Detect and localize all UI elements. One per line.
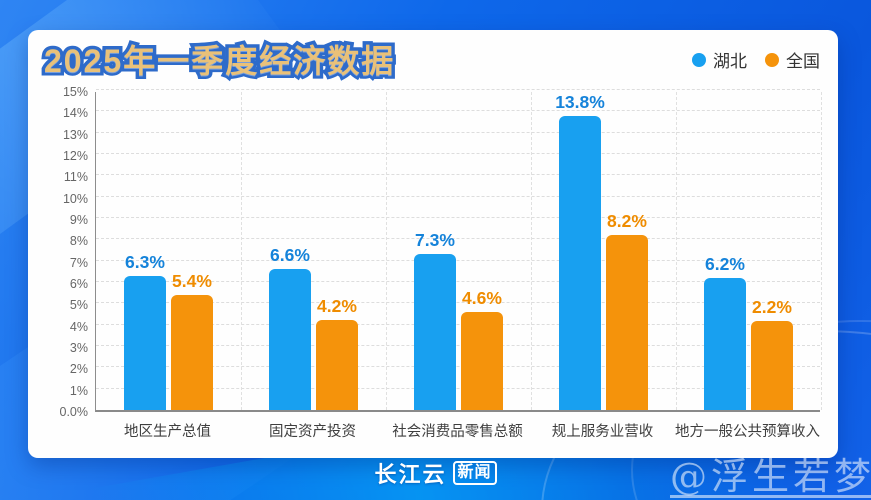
bar-national <box>316 320 358 410</box>
legend-label: 湖北 <box>713 52 747 71</box>
bar-group: 6.2% 2.2% <box>676 92 821 410</box>
y-tick-label: 2% <box>69 362 88 377</box>
footer-logo-badge: 新闻 <box>452 461 497 485</box>
bar-hubei <box>124 275 166 410</box>
gridline-horizontal <box>96 174 820 176</box>
plot-area: 0.0% 1% 2% 3% 4% 5% 6% 7% 8% 9% 10% 11% 12% 13% 14% 15%… <box>60 85 822 419</box>
gridline-horizontal <box>96 89 820 90</box>
gridline-horizontal <box>96 238 820 240</box>
gridline-vertical <box>531 92 532 410</box>
legend-dot-icon <box>692 52 706 67</box>
bar-value-label-hubei: 6.6% <box>270 245 310 266</box>
bar-value-label-hubei: 7.3% <box>415 230 455 251</box>
bar-hubei <box>269 269 311 410</box>
y-tick-label: 3% <box>69 341 88 355</box>
y-tick-label: 13% <box>62 127 88 142</box>
y-tick-label: 5% <box>69 298 88 313</box>
gridline-vertical <box>676 92 677 410</box>
bar-hubei <box>704 277 746 410</box>
category-label: 规上服务业营收 <box>551 424 654 440</box>
y-tick-label: 14% <box>62 106 88 121</box>
gridline-horizontal <box>96 259 820 261</box>
y-tick-label: 10% <box>62 191 88 206</box>
bar-value-label-national: 8.2% <box>607 211 647 232</box>
y-tick-label: 0.0% <box>59 405 89 419</box>
gridline-vertical <box>821 92 822 410</box>
gridline-horizontal <box>96 302 820 304</box>
category-label: 地方一般公共预算收入 <box>675 424 820 440</box>
bar-group: 6.3% 5.4% <box>96 92 241 410</box>
gridline-horizontal <box>96 366 820 368</box>
y-tick-label: 12% <box>62 149 88 163</box>
bar-national <box>606 235 648 410</box>
gridline-horizontal <box>96 153 820 154</box>
legend-item-hubei: 湖北 <box>692 47 747 72</box>
y-tick-label: 15% <box>62 85 88 99</box>
bar-national <box>171 294 213 410</box>
gridline-horizontal <box>96 217 820 218</box>
bar-value-label-national: 5.4% <box>172 270 212 291</box>
gridline-horizontal <box>96 387 820 389</box>
legend-item-national: 全国 <box>765 47 820 72</box>
chart-legend: 湖北 全国 <box>692 47 820 72</box>
y-tick-label: 8% <box>69 234 88 249</box>
page-title-outline: 2025年一季度经济数据 <box>40 40 396 83</box>
bar-value-label-national: 4.2% <box>317 296 357 317</box>
y-tick-label: 4% <box>69 319 88 334</box>
bar-national <box>751 321 793 410</box>
gridline-horizontal <box>96 345 820 346</box>
bar-group: 7.3% 4.6% <box>386 92 531 410</box>
footer-logo-text: 长江云 <box>374 462 447 487</box>
bar-group: 13.8% 8.2% <box>531 92 676 410</box>
category-label: 固定资产投资 <box>269 424 356 440</box>
y-tick-label: 1% <box>69 383 88 398</box>
bar-group: 6.6% 4.2% <box>241 92 386 410</box>
page-title-text: 2025年一季度经济数据 <box>44 43 396 79</box>
gridline-horizontal <box>96 195 820 197</box>
y-tick-label: 11% <box>63 170 88 185</box>
bar-national <box>461 311 503 410</box>
bar-value-label-hubei: 6.2% <box>705 253 745 274</box>
bar-hubei <box>414 254 456 410</box>
gridline-horizontal <box>96 110 820 112</box>
y-axis: 0.0% 1% 2% 3% 4% 5% 6% 7% 8% 9% 10% 11% 12% 13% 14% 15% <box>32 85 89 419</box>
category-label: 地区生产总值 <box>124 424 211 440</box>
y-tick-label: 6% <box>69 277 88 291</box>
bar-value-label-hubei: 13.8% <box>555 91 605 112</box>
gridline-horizontal <box>96 131 820 133</box>
legend-label: 全国 <box>786 52 820 71</box>
gridline-vertical <box>386 92 387 410</box>
y-tick-label: 9% <box>69 213 88 227</box>
gridline-horizontal <box>96 323 820 325</box>
x-axis-labels: 地区生产总值 固定资产投资 社会消费品零售总额 规上服务业营收 地方一般公共预算收入 <box>95 420 820 444</box>
gridline-horizontal <box>96 281 820 282</box>
category-label: 社会消费品零售总额 <box>392 424 523 440</box>
bar-value-label-national: 2.2% <box>752 297 792 318</box>
infographic-card: 2025年一季度经济数据 2025年一季度经济数据 湖北 全国 0.0% 1% 2% 3… <box>28 30 838 458</box>
bar-hubei <box>559 115 601 410</box>
legend-dot-icon <box>765 52 779 67</box>
gridline-vertical <box>241 92 242 410</box>
footer-logo: 长江云 新闻 <box>0 457 871 489</box>
bar-value-label-hubei: 6.3% <box>125 251 165 272</box>
y-tick-label: 7% <box>69 255 88 270</box>
bar-value-label-national: 4.6% <box>462 287 502 308</box>
watermark: @浮生若梦 <box>670 455 871 498</box>
